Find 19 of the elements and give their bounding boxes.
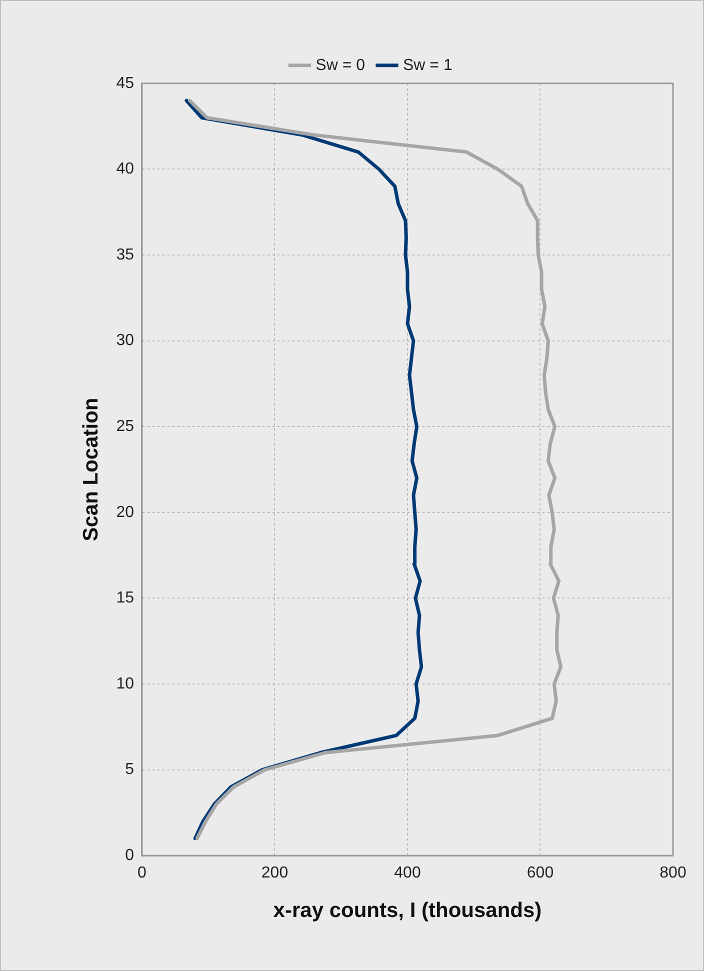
y-tick-label: 5: [125, 761, 134, 778]
y-tick-label: 15: [116, 590, 134, 607]
x-tick-label: 600: [526, 864, 554, 882]
y-tick-label: 45: [116, 74, 134, 92]
y-tick-label: 20: [116, 504, 134, 521]
legend-label: Sw = 0: [316, 56, 366, 74]
y-tick-label: 10: [116, 675, 134, 692]
y-tick-label: 35: [116, 246, 134, 264]
x-tick-label: 0: [138, 864, 147, 882]
x-tick-label: 400: [394, 864, 421, 882]
y-tick-label: 30: [116, 332, 134, 350]
y-axis-title: Scan Location: [79, 398, 102, 542]
x-tick-label: 200: [261, 864, 288, 882]
legend-label: Sw = 1: [403, 56, 452, 74]
x-axis-title: x-ray counts, I (thousands): [273, 899, 542, 922]
x-tick-label: 800: [660, 864, 686, 882]
y-tick-label: 25: [116, 418, 134, 436]
y-tick-label: 0: [125, 847, 134, 864]
y-tick-label: 40: [116, 160, 134, 178]
